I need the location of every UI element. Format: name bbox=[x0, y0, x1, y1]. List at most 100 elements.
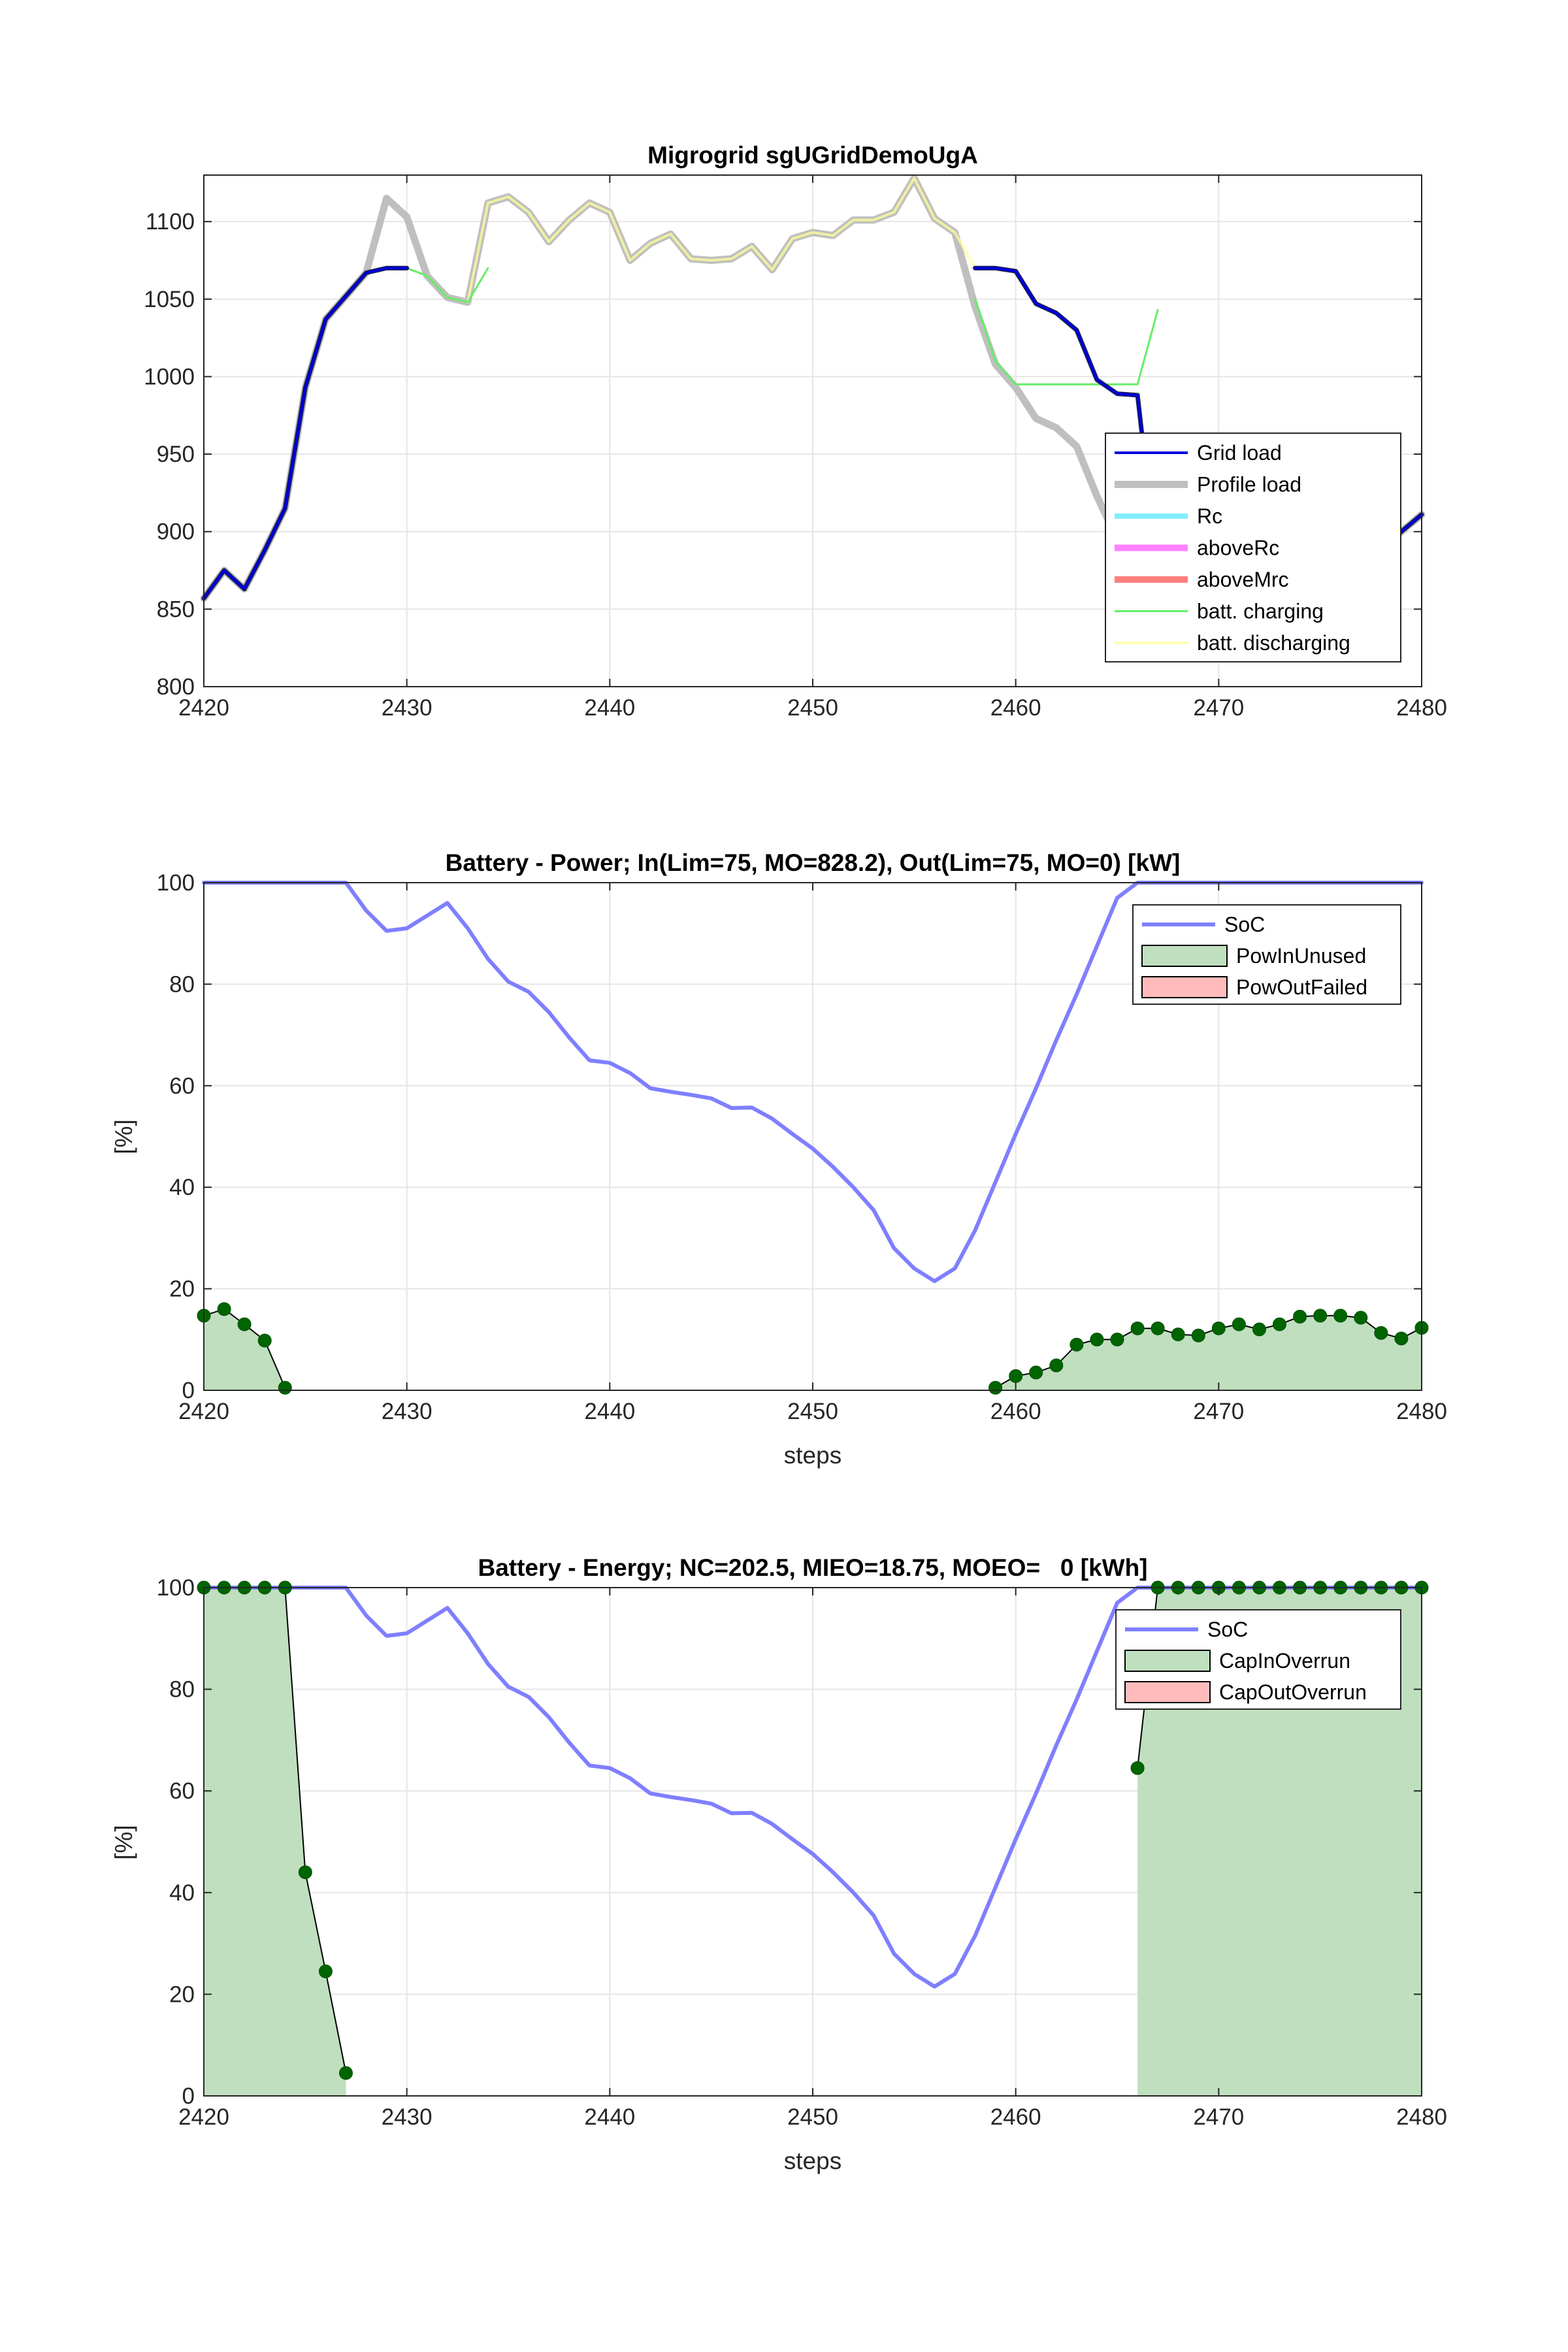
tick-labels: 2420 2430 2440 2450 2460 2470 2480 0 20 40 60 80 100 bbox=[157, 870, 1447, 1424]
x-tick-label: 2430 bbox=[382, 1399, 433, 1424]
legend-label: batt. charging bbox=[1197, 600, 1324, 623]
data-point-powinunused bbox=[278, 1380, 292, 1395]
data-point-powinunused bbox=[1273, 1317, 1286, 1331]
x-tick-label: 2450 bbox=[787, 1399, 838, 1424]
data-point-powinunused bbox=[217, 1302, 231, 1316]
axes-grid-load: 2420 2430 2440 2450 2460 2470 2480 800 850 900 950… bbox=[144, 142, 1447, 721]
y-tick-label: 80 bbox=[169, 972, 195, 997]
data-point-powinunused bbox=[1049, 1358, 1064, 1373]
x-tick-label: 2470 bbox=[1193, 1399, 1244, 1424]
tick-labels: 2420 2430 2440 2450 2460 2470 2480 800 850 900 950… bbox=[144, 175, 1447, 721]
data-point-capinoverrun bbox=[298, 1865, 312, 1880]
legend-label: Profile load bbox=[1197, 473, 1301, 497]
series-line-batt-charging bbox=[974, 298, 1159, 385]
data-point-powinunused bbox=[1252, 1322, 1266, 1337]
legend-item-powinunused: PowInUnused bbox=[1141, 944, 1366, 968]
legend-label: CapInOverrun bbox=[1219, 1649, 1350, 1673]
x-tick-label: 2420 bbox=[178, 2104, 229, 2130]
legend-item-rc: Rc bbox=[1115, 504, 1222, 528]
tick-labels: 2420 2430 2440 2450 2460 2470 2480 0 20 40 60 80 100 bbox=[157, 1575, 1447, 2130]
x-tick-label: 2430 bbox=[382, 2104, 433, 2130]
x-tick-label: 2420 bbox=[178, 695, 229, 721]
x-tick-label: 2470 bbox=[1193, 2104, 1244, 2130]
y-tick-label: 1000 bbox=[144, 364, 195, 389]
y-tick-label: 0 bbox=[182, 1378, 195, 1403]
area-fills bbox=[204, 1309, 1422, 1390]
legend-items: SoC CapInOverrun CapOutOverrun bbox=[1124, 1618, 1367, 1704]
data-point-powinunused bbox=[1191, 1328, 1205, 1343]
data-point-powinunused bbox=[1130, 1321, 1145, 1335]
x-tick-label: 2440 bbox=[584, 2104, 635, 2130]
y-tick-label: 1050 bbox=[144, 287, 195, 312]
y-tick-label: 80 bbox=[169, 1677, 195, 1703]
x-tick-label: 2450 bbox=[787, 695, 838, 721]
legend: SoC PowInUnused PowOutFailed bbox=[1132, 904, 1401, 1005]
data-point-powinunused bbox=[1110, 1332, 1124, 1347]
data-point-powinunused bbox=[1354, 1311, 1368, 1325]
legend-item-capinoverrun: CapInOverrun bbox=[1124, 1649, 1350, 1673]
legend-label: PowOutFailed bbox=[1236, 975, 1367, 999]
legend-label: SoC bbox=[1207, 1618, 1248, 1641]
data-point-powinunused bbox=[1394, 1331, 1409, 1346]
y-tick-label: 800 bbox=[157, 674, 195, 700]
legend-item-soc: SoC bbox=[1142, 913, 1265, 936]
axes-battery-power: 2420 2430 2440 2450 2460 2470 2480 0 20 40 60 80 100… bbox=[110, 849, 1447, 1469]
data-point-powinunused bbox=[1232, 1317, 1246, 1331]
data-point-powinunused bbox=[1293, 1309, 1307, 1324]
chart-title: Battery - Energy; NC=202.5, MIEO=18.75, … bbox=[478, 1554, 1147, 1581]
legend-swatch bbox=[1124, 1681, 1211, 1703]
x-tick-label: 2450 bbox=[787, 2104, 838, 2130]
legend-item-batt-charging: batt. charging bbox=[1115, 600, 1324, 623]
series-line-batt-charging bbox=[406, 267, 489, 304]
x-tick-label: 2420 bbox=[178, 1399, 229, 1424]
data-point-capinoverrun bbox=[318, 1964, 333, 1978]
x-tick-label: 2440 bbox=[584, 695, 635, 721]
y-tick-label: 20 bbox=[169, 1277, 195, 1302]
data-point-powinunused bbox=[988, 1380, 1003, 1395]
x-tick-label: 2480 bbox=[1396, 695, 1447, 721]
data-point-powinunused bbox=[1171, 1328, 1185, 1341]
series-line-batt-discharging bbox=[466, 176, 977, 304]
axes-battery-energy: 2420 2430 2440 2450 2460 2470 2480 0 20 40 60 80 100… bbox=[110, 1554, 1447, 2174]
data-point-powinunused bbox=[1374, 1326, 1388, 1340]
chart-title: Battery - Power; In(Lim=75, MO=828.2), O… bbox=[446, 849, 1181, 876]
legend: SoC CapInOverrun CapOutOverrun bbox=[1115, 1609, 1401, 1710]
legend-items: SoC PowInUnused PowOutFailed bbox=[1141, 913, 1367, 999]
legend-item-grid-load: Grid load bbox=[1115, 441, 1282, 465]
data-point-capinoverrun bbox=[1130, 1761, 1145, 1775]
legend-item-profile-load: Profile load bbox=[1115, 473, 1301, 497]
y-tick-label: 850 bbox=[157, 596, 195, 622]
data-point-capinoverrun bbox=[339, 2066, 353, 2080]
legend-label: Grid load bbox=[1197, 441, 1282, 465]
legend-swatch bbox=[1124, 1650, 1211, 1672]
legend-item-powoutfailed: PowOutFailed bbox=[1141, 975, 1367, 999]
x-tick-label: 2440 bbox=[584, 1399, 635, 1424]
y-axis-label: [%] bbox=[110, 1825, 137, 1859]
data-point-powinunused bbox=[237, 1317, 252, 1331]
x-axis-label: steps bbox=[784, 1442, 841, 1469]
x-tick-label: 2480 bbox=[1396, 2104, 1447, 2130]
y-tick-label: 900 bbox=[157, 519, 195, 545]
chart-title: Migrogrid sgUGridDemoUgA bbox=[647, 142, 978, 169]
series-area-powinunused bbox=[995, 1315, 1422, 1390]
y-tick-label: 20 bbox=[169, 1982, 195, 2007]
legend-item-batt-discharging: batt. discharging bbox=[1115, 631, 1350, 655]
legend-label: batt. discharging bbox=[1197, 631, 1350, 655]
series-area-capinoverrun bbox=[204, 1588, 346, 2096]
legend-label: PowInUnused bbox=[1236, 944, 1366, 968]
x-tick-label: 2460 bbox=[990, 1399, 1041, 1424]
legend-label: aboveRc bbox=[1197, 536, 1279, 560]
y-tick-label: 1100 bbox=[146, 209, 195, 235]
legend-label: aboveMrc bbox=[1197, 568, 1289, 591]
legend-item-capoutoverrun: CapOutOverrun bbox=[1124, 1680, 1367, 1704]
series-line-powinunused bbox=[995, 1315, 1422, 1388]
y-tick-label: 100 bbox=[157, 1575, 195, 1601]
legend-item-abovemrc: aboveMrc bbox=[1115, 568, 1289, 591]
legend-label: SoC bbox=[1224, 913, 1265, 936]
area-fills bbox=[204, 1588, 1422, 2096]
data-point-powinunused bbox=[1009, 1369, 1023, 1383]
data-point-powinunused bbox=[1151, 1321, 1165, 1335]
x-tick-label: 2460 bbox=[990, 695, 1041, 721]
series-area-capinoverrun bbox=[1137, 1588, 1422, 2096]
